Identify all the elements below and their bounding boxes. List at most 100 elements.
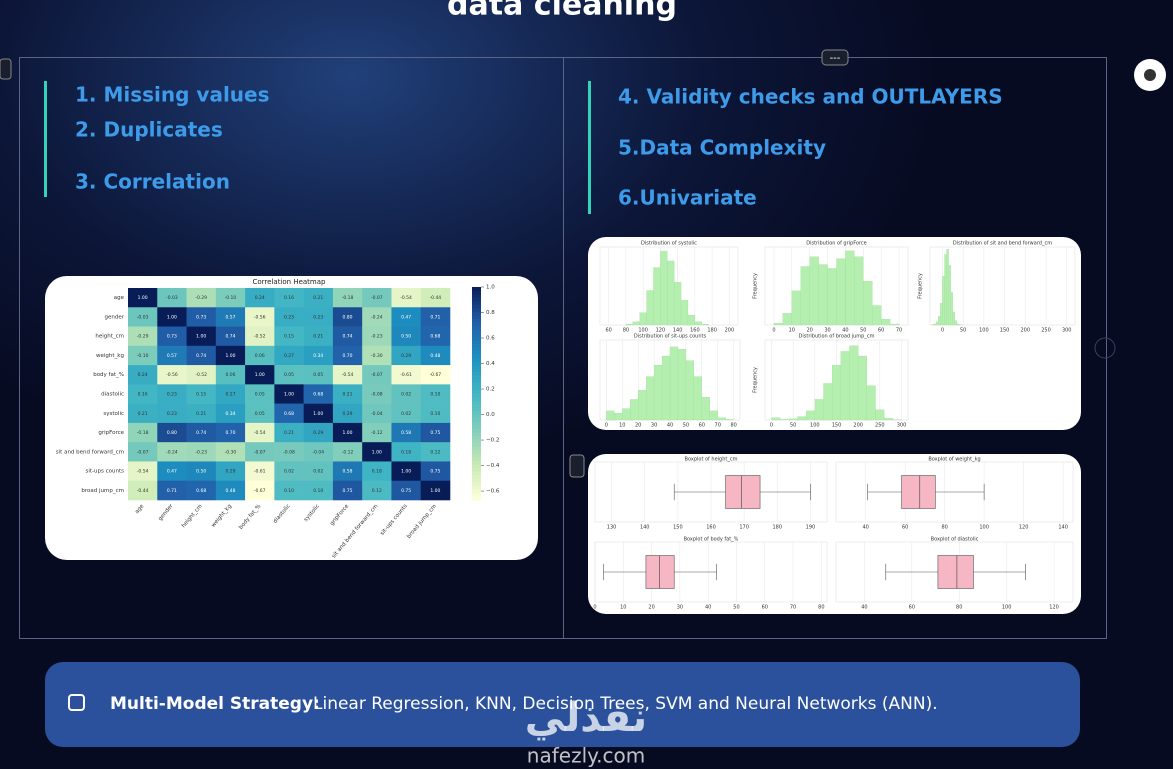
heatmap-cell — [128, 384, 158, 404]
cell-label: -0.30 — [225, 449, 237, 455]
x-tick-label: 0 — [593, 605, 596, 611]
cell-label: 0.58 — [343, 469, 353, 475]
colorbar-step — [472, 329, 481, 334]
colorbar-step — [472, 464, 481, 469]
heatmap-cell — [303, 365, 334, 385]
x-tick-label: 0 — [772, 328, 775, 334]
x-tick-label: 300 — [1062, 328, 1072, 334]
cell-label: 0.10 — [430, 411, 440, 417]
x-tick-label: 10 — [789, 328, 795, 334]
cell-label: -0.30 — [371, 353, 383, 359]
note-icon — [68, 694, 85, 711]
bar — [809, 256, 819, 326]
bar — [823, 383, 833, 421]
heatmap-cell — [303, 442, 334, 462]
bar — [771, 417, 781, 421]
cell-label: -0.54 — [400, 295, 412, 301]
list-item: 5.Data Complexity — [618, 136, 826, 160]
cell-label: 0.05 — [313, 372, 323, 378]
box — [937, 555, 974, 589]
heatmap-cell — [420, 442, 451, 462]
bar — [625, 324, 633, 326]
colorbar-step — [472, 361, 481, 366]
cell-label: 0.21 — [138, 411, 148, 417]
colorbar-tick-label: 0.6 — [486, 336, 495, 342]
heatmap-cell — [274, 461, 304, 482]
heatmap-cell — [157, 307, 187, 327]
colorbar-step — [472, 368, 481, 373]
x-tick-label: 30 — [677, 605, 683, 611]
x-tick-label: 150 — [1000, 328, 1010, 334]
x-tick-label: 80 — [941, 525, 947, 531]
panel-title: Boxplot of body fat_% — [684, 537, 739, 543]
heatmap-cell — [274, 442, 304, 462]
heatmap-cell — [128, 326, 158, 347]
cell-label: 0.02 — [284, 469, 294, 475]
heatmap-cell — [157, 365, 187, 385]
bar — [667, 260, 675, 326]
cell-label: 0.29 — [343, 411, 353, 417]
watermark: نفذلي — [525, 695, 647, 741]
x-tick-label: 190 — [806, 525, 816, 531]
bar — [638, 390, 647, 421]
cell-label: 0.68 — [284, 411, 294, 417]
x-tick-label: 70 — [896, 328, 902, 334]
x-tick-label: 0 — [941, 328, 944, 334]
heatmap-cell — [274, 403, 304, 424]
bar — [632, 321, 640, 326]
x-tick-label: 0 — [605, 423, 608, 429]
cell-label: 1.00 — [138, 295, 148, 301]
x-tick-label: 60 — [762, 605, 768, 611]
colorbar-step — [472, 443, 481, 448]
heatmap-cell — [186, 403, 217, 424]
x-tick-label: 80 — [956, 605, 962, 611]
heatmap-cell — [274, 422, 304, 443]
cell-label: 0.10 — [284, 488, 294, 494]
accent-bar — [588, 81, 591, 214]
x-tick-label: 180 — [707, 328, 717, 334]
list-item: 1. Missing values — [75, 83, 270, 107]
panel-title: Distribution of sit and bend forward_cm — [953, 241, 1052, 247]
handle-mid[interactable] — [569, 454, 585, 478]
heatmap-cell — [332, 345, 363, 366]
colorbar-step — [472, 318, 481, 323]
cell-label: 1.00 — [196, 334, 206, 340]
x-tick-label: 130 — [607, 525, 617, 531]
heatmap-cell — [332, 422, 363, 443]
colorbar-tick-label: 0.4 — [486, 361, 495, 367]
row-label: diastolic — [101, 392, 124, 398]
heatmap-cell — [157, 403, 187, 424]
box — [901, 475, 936, 509]
menu-button[interactable] — [821, 49, 849, 66]
heatmap-cell — [186, 288, 217, 308]
colorbar-step — [472, 290, 481, 295]
row-label: sit-ups counts — [85, 469, 124, 475]
colorbar-step — [472, 496, 481, 501]
heatmap-cell — [274, 480, 304, 501]
colorbar-tick-label: 0.2 — [486, 387, 495, 393]
cell-label: 1.00 — [225, 353, 235, 359]
cell-label: 0.24 — [255, 295, 265, 301]
cell-label: -0.52 — [195, 372, 207, 378]
heatmap-cell — [420, 422, 451, 443]
x-tick-label: 60 — [878, 328, 884, 334]
handle-left[interactable] — [0, 58, 12, 80]
cell-label: -0.67 — [254, 488, 266, 494]
x-tick-label: 300 — [897, 423, 907, 429]
add-button[interactable] — [1094, 337, 1116, 359]
colorbar-step — [472, 485, 481, 490]
cell-label: 0.21 — [313, 334, 323, 340]
cell-label: 0.34 — [313, 353, 323, 359]
x-tick-label: 20 — [648, 605, 654, 611]
x-tick-label: 40 — [842, 328, 848, 334]
x-tick-label: 30 — [651, 423, 657, 429]
bar — [725, 419, 734, 421]
cell-label: 0.15 — [196, 392, 206, 398]
heatmap-cell — [303, 307, 334, 327]
colorbar-step — [472, 301, 481, 306]
bar — [694, 321, 702, 326]
colorbar-step — [472, 482, 481, 487]
heatmap-cell — [245, 442, 275, 462]
cell-label: 0.74 — [196, 353, 206, 359]
cell-label: -0.56 — [166, 372, 178, 378]
